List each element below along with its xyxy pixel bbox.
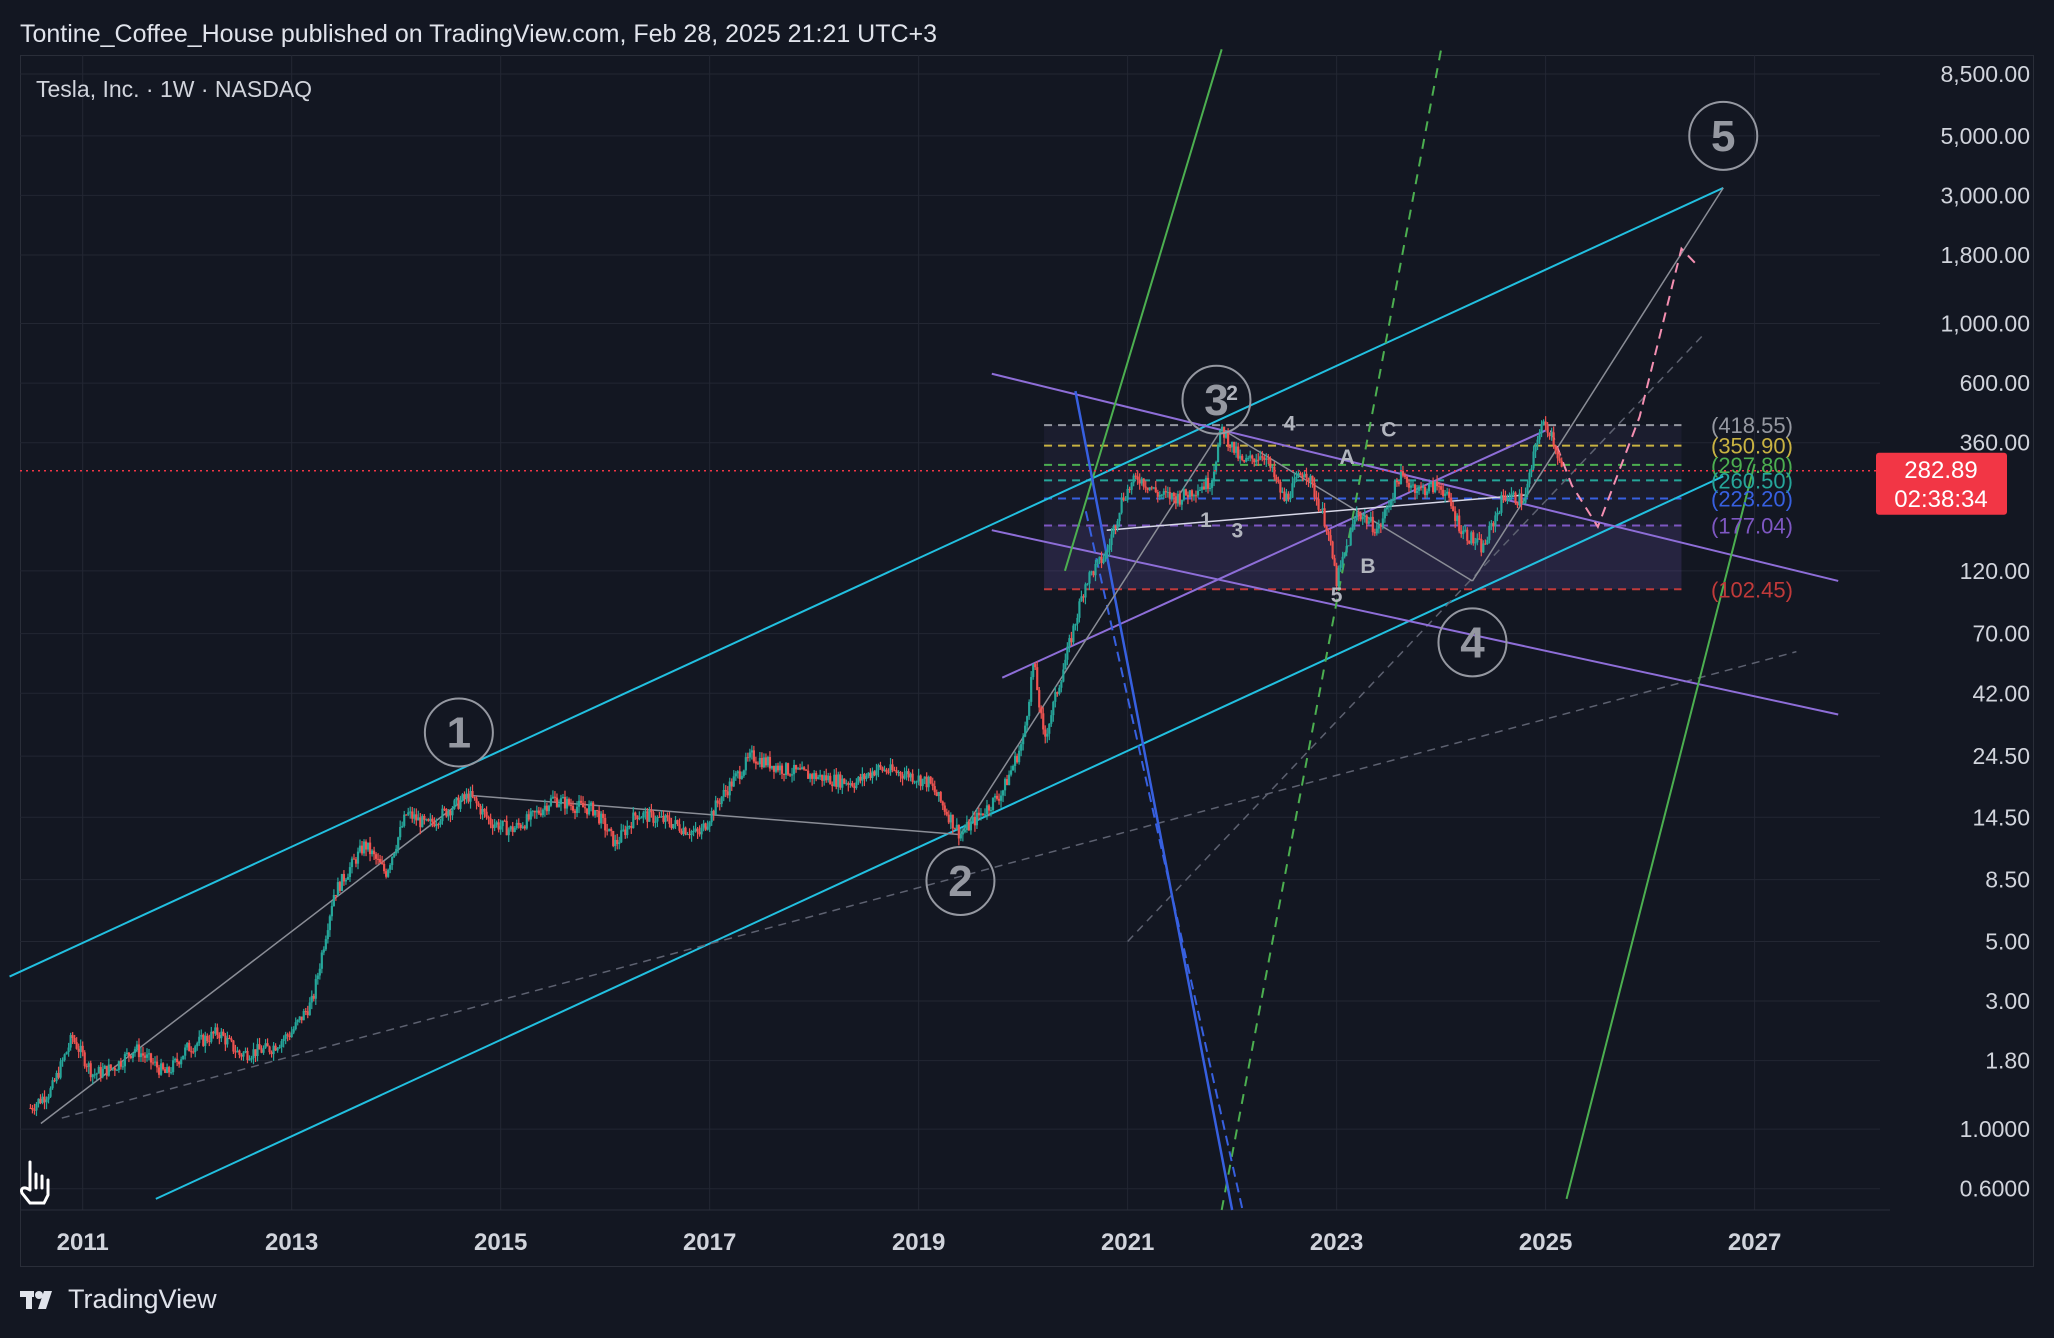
tradingview-logo-icon xyxy=(20,1290,52,1309)
tradingview-brand: TradingView xyxy=(68,1284,217,1314)
publish-header: Tontine_Coffee_House published on Tradin… xyxy=(20,20,938,48)
tradingview-footer[interactable]: TradingView xyxy=(20,1284,217,1315)
chart-pane[interactable] xyxy=(20,55,2034,1267)
